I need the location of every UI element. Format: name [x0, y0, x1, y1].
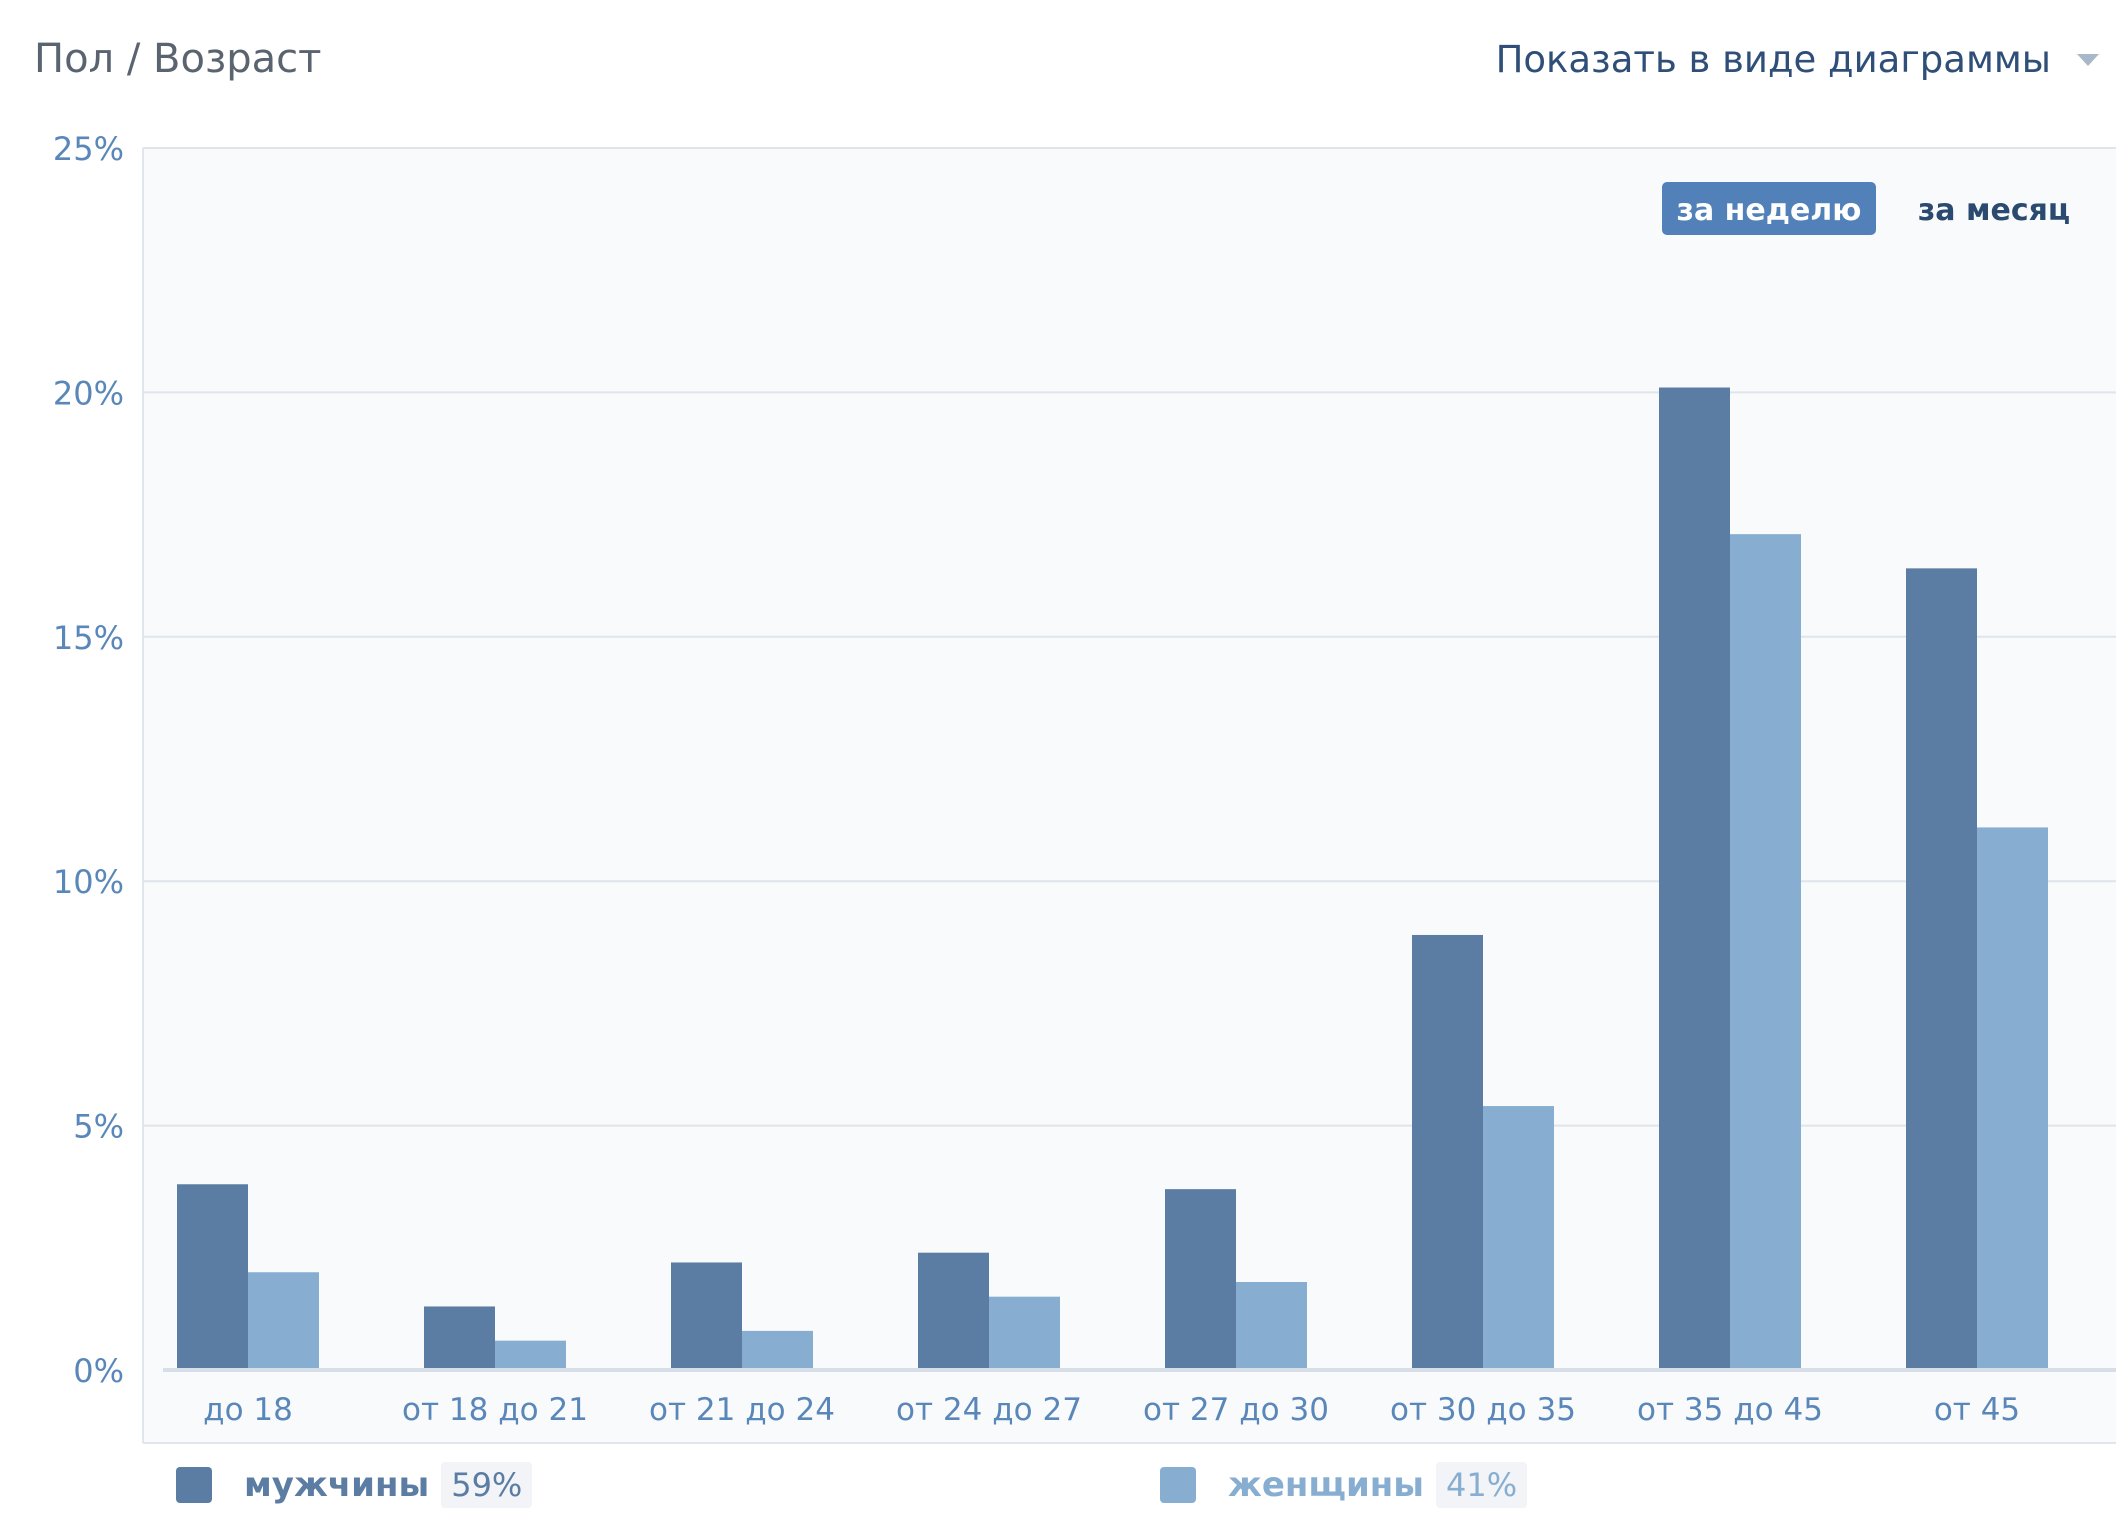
y-tick-label: 10%: [53, 863, 124, 901]
legend-item-male[interactable]: мужчины 59%: [176, 1462, 533, 1508]
bar-female: [1977, 827, 2048, 1370]
x-tick-label: от 27 до 30: [1143, 1392, 1329, 1428]
bar-male: [671, 1262, 742, 1370]
chevron-down-icon: [2077, 53, 2099, 66]
bar-male: [1659, 387, 1730, 1371]
x-tick-label: от 21 до 24: [649, 1392, 835, 1428]
x-tick-label: до 18: [203, 1392, 293, 1428]
legend-label-female: женщины: [1228, 1465, 1425, 1505]
tab-month-label: за месяц: [1918, 193, 2070, 228]
y-tick-label: 15%: [53, 619, 124, 657]
legend-item-female[interactable]: женщины 41%: [1160, 1462, 1528, 1508]
x-tick-label: от 30 до 35: [1390, 1392, 1576, 1428]
page-title: Пол / Возраст: [34, 36, 322, 82]
legend-swatch-female: [1160, 1467, 1196, 1503]
bar-female: [742, 1330, 813, 1370]
y-tick-label: 0%: [73, 1352, 124, 1390]
bar-female: [1483, 1106, 1554, 1370]
x-tick-label: от 45: [1934, 1392, 2020, 1428]
view-mode-label: Показать в виде диаграммы: [1495, 38, 2051, 81]
plot-area: [143, 148, 2116, 1443]
legend-percent-male: 59%: [441, 1462, 533, 1508]
y-tick-label: 25%: [53, 130, 124, 168]
x-tick-label: от 18 до 21: [402, 1392, 588, 1428]
legend-label-male: мужчины: [244, 1465, 430, 1505]
bar-female: [1730, 534, 1801, 1370]
tab-week-bg: [1662, 182, 1876, 235]
legend-swatch-male: [176, 1467, 212, 1503]
bar-female: [1236, 1282, 1307, 1370]
bar-male: [424, 1306, 495, 1370]
bar-male: [177, 1184, 248, 1370]
bar-female: [248, 1272, 319, 1370]
bar-male: [1412, 934, 1483, 1370]
x-tick-label: от 24 до 27: [896, 1392, 1082, 1428]
y-tick-label: 20%: [53, 374, 124, 412]
y-tick-label: 5%: [73, 1108, 124, 1146]
bar-female: [989, 1296, 1060, 1370]
view-mode-select[interactable]: Показать в виде диаграммы: [1496, 38, 2099, 81]
bar-chart: 0% 5% 10% 15% 20% 25% до 18 от 18 до 21 от 21 до…: [53, 130, 2116, 1444]
bar-female: [495, 1340, 566, 1370]
legend-percent-female: 41%: [1436, 1462, 1528, 1508]
tab-week-label: за неделю: [1677, 193, 1862, 228]
x-tick-label: от 35 до 45: [1637, 1392, 1823, 1428]
bar-male: [1906, 568, 1977, 1370]
bar-male: [1165, 1189, 1236, 1370]
tab-month[interactable]: за месяц: [1896, 182, 2092, 235]
bar-male: [918, 1252, 989, 1370]
tab-week[interactable]: за неделю: [1662, 182, 1876, 235]
